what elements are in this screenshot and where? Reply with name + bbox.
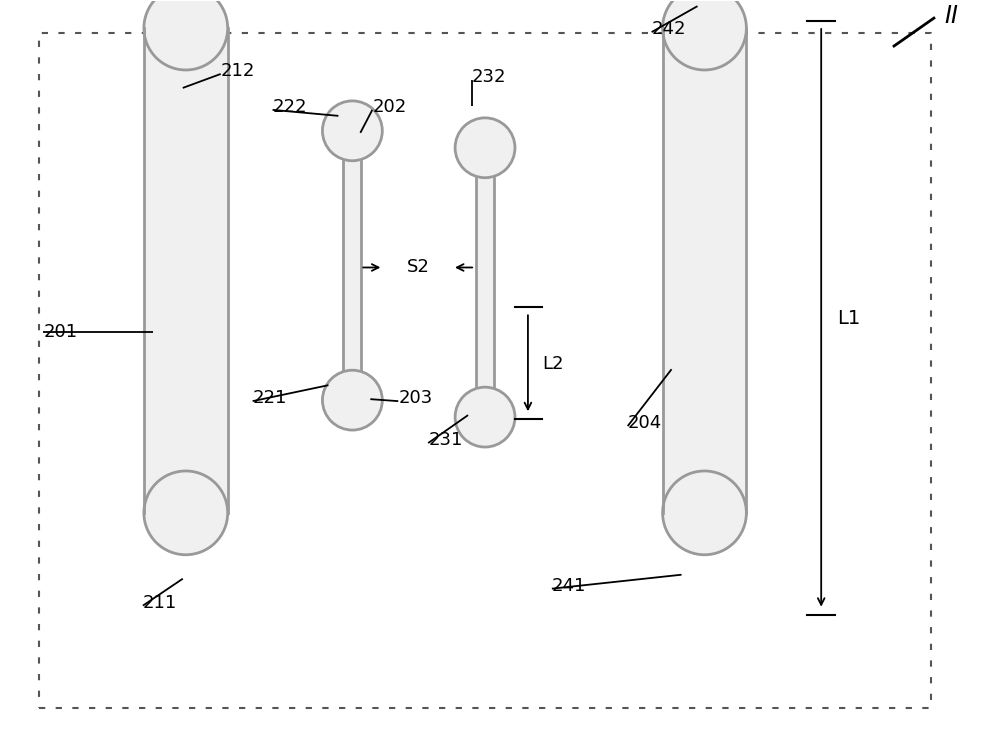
Circle shape — [144, 471, 228, 555]
Bar — [343, 161, 361, 370]
Circle shape — [322, 101, 382, 161]
Text: 242: 242 — [652, 20, 686, 38]
Text: 212: 212 — [221, 62, 255, 80]
Bar — [144, 28, 228, 513]
Circle shape — [322, 370, 382, 430]
Text: 231: 231 — [428, 431, 463, 449]
Text: 232: 232 — [472, 68, 507, 86]
Text: 203: 203 — [398, 389, 433, 407]
Circle shape — [663, 471, 746, 555]
Text: 201: 201 — [43, 324, 77, 341]
Circle shape — [663, 0, 746, 70]
Text: 221: 221 — [253, 389, 287, 407]
FancyBboxPatch shape — [690, 28, 719, 513]
Text: S2: S2 — [407, 259, 430, 276]
Text: L1: L1 — [837, 309, 860, 328]
Circle shape — [144, 0, 228, 70]
Text: 204: 204 — [628, 414, 662, 432]
Text: 222: 222 — [273, 98, 307, 116]
Bar — [663, 28, 746, 513]
Text: L2: L2 — [542, 355, 563, 373]
Text: 211: 211 — [143, 593, 177, 612]
Circle shape — [455, 387, 515, 447]
Text: II: II — [944, 4, 958, 28]
Circle shape — [455, 118, 515, 178]
Text: 241: 241 — [552, 576, 586, 595]
FancyBboxPatch shape — [171, 28, 201, 513]
Bar — [476, 178, 494, 387]
Text: 202: 202 — [372, 98, 407, 116]
